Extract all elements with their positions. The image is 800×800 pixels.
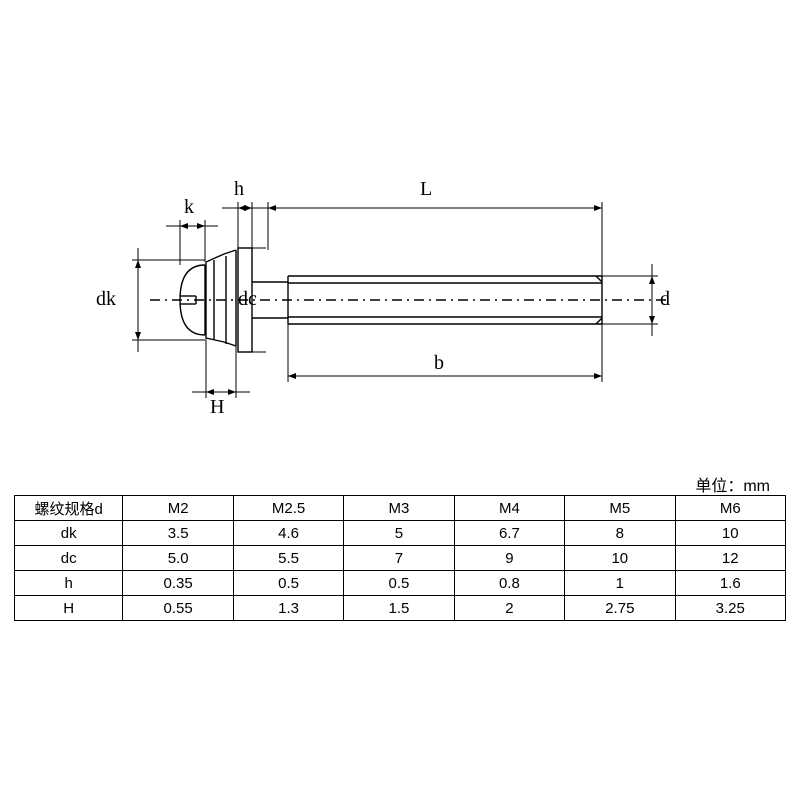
spec-table-body: dk3.54.656.7810dc5.05.5791012h0.350.50.5… — [15, 521, 786, 621]
col-header: M6 — [675, 496, 785, 521]
cell: 1.3 — [233, 596, 343, 621]
cell: 7 — [344, 546, 454, 571]
cell: 0.35 — [123, 571, 233, 596]
table-row: H0.551.31.522.753.25 — [15, 596, 786, 621]
cell: 1.6 — [675, 571, 785, 596]
cell: 0.5 — [344, 571, 454, 596]
cell: 2 — [454, 596, 564, 621]
cell: 2.75 — [565, 596, 675, 621]
table-row: dc5.05.5791012 — [15, 546, 786, 571]
cell: 1 — [565, 571, 675, 596]
col-header: M4 — [454, 496, 564, 521]
cell: 5.0 — [123, 546, 233, 571]
cell: 5.5 — [233, 546, 343, 571]
label-k: k — [184, 196, 194, 219]
table-row: dk3.54.656.7810 — [15, 521, 786, 546]
label-b: b — [434, 352, 444, 375]
cell: 6.7 — [454, 521, 564, 546]
screw-diagram: k h L dk dc d H b — [110, 170, 690, 430]
cell: 0.55 — [123, 596, 233, 621]
page-canvas: k h L dk dc d H b 单位：mm 螺纹规格d M2 M2.5 M3… — [0, 0, 800, 800]
label-H: H — [210, 396, 224, 419]
label-h: h — [234, 178, 244, 201]
label-dc: dc — [238, 288, 257, 311]
col-header: M2 — [123, 496, 233, 521]
cell: 0.5 — [233, 571, 343, 596]
cell: 3.5 — [123, 521, 233, 546]
col-header: M2.5 — [233, 496, 343, 521]
row-label: H — [15, 596, 123, 621]
table-row: h0.350.50.50.811.6 — [15, 571, 786, 596]
row-label: dc — [15, 546, 123, 571]
cell: 12 — [675, 546, 785, 571]
table-header-row: 螺纹规格d M2 M2.5 M3 M4 M5 M6 — [15, 496, 786, 521]
cell: 3.25 — [675, 596, 785, 621]
row-label: h — [15, 571, 123, 596]
cell: 9 — [454, 546, 564, 571]
unit-label: 单位：mm — [695, 472, 770, 496]
col-header: M5 — [565, 496, 675, 521]
cell: 4.6 — [233, 521, 343, 546]
cell: 10 — [565, 546, 675, 571]
col-header: M3 — [344, 496, 454, 521]
cell: 0.8 — [454, 571, 564, 596]
label-d: d — [660, 288, 670, 311]
cell: 10 — [675, 521, 785, 546]
cell: 8 — [565, 521, 675, 546]
label-dk: dk — [96, 288, 116, 311]
screw-svg — [110, 170, 690, 430]
cell: 5 — [344, 521, 454, 546]
label-L: L — [420, 178, 432, 201]
spec-table: 螺纹规格d M2 M2.5 M3 M4 M5 M6 dk3.54.656.781… — [14, 495, 786, 621]
row-label: dk — [15, 521, 123, 546]
cell: 1.5 — [344, 596, 454, 621]
col-header: 螺纹规格d — [15, 496, 123, 521]
spring-washer — [206, 250, 236, 346]
